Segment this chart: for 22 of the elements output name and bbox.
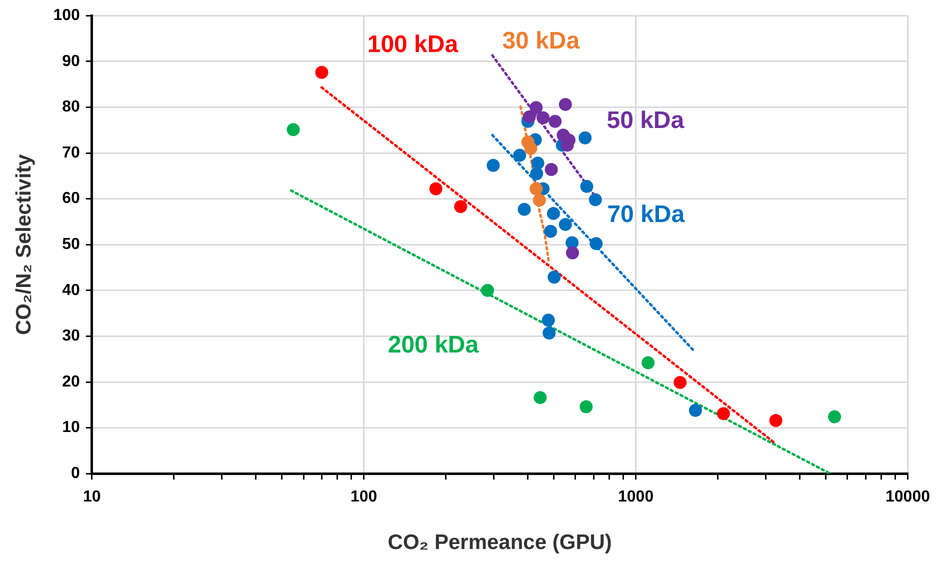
x-tick-label: 10 — [82, 488, 101, 506]
y-tick-label: 80 — [62, 98, 80, 116]
y-tick-label: 40 — [62, 282, 80, 299]
x-tick-label: 10000 — [886, 488, 930, 506]
y-tick-label: 50 — [62, 236, 80, 254]
x-tick-label: 100 — [350, 488, 378, 506]
series-label: 200 kDa — [388, 331, 480, 358]
y-tick-label: 60 — [62, 190, 80, 208]
y-tick-label: 100 — [53, 7, 80, 24]
y-tick-label: 10 — [62, 419, 80, 436]
series-label: 50 kDa — [606, 107, 685, 134]
text: 30 kDa — [502, 28, 580, 55]
series-label: 100 kDa — [367, 31, 459, 58]
y-tick-label: 30 — [62, 328, 80, 345]
y-tick-label: 20 — [62, 373, 80, 390]
series-label: 70 kDa — [607, 201, 686, 228]
y-tick-label: 90 — [62, 52, 80, 70]
y-axis-title: CO₂/N₂ Selectivity — [12, 154, 36, 336]
y-tick-label: 70 — [62, 144, 80, 162]
x-tick-label: 1000 — [618, 488, 654, 506]
y-tick-label: 0 — [70, 465, 80, 482]
x-axis-title: CO₂ Permeance (GPU) — [388, 531, 612, 554]
